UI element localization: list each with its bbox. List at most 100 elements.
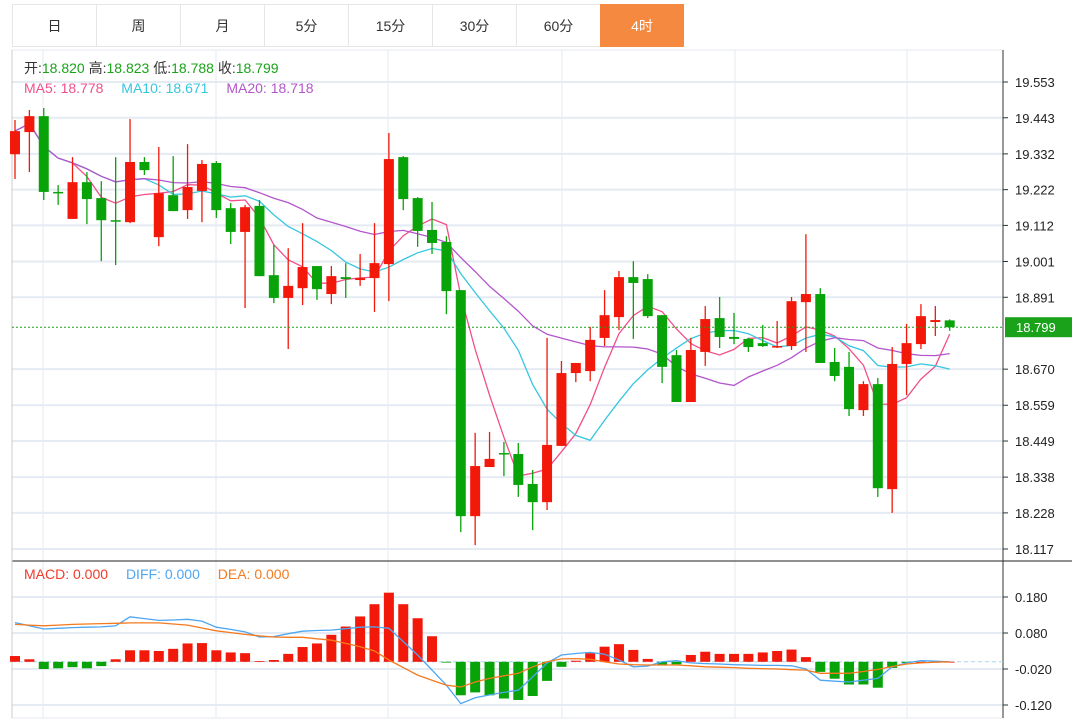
current-price-label: 18.799 (1016, 320, 1056, 335)
candle-body (800, 294, 811, 303)
candle-body (743, 338, 754, 348)
macd-bar (915, 661, 926, 663)
candle (24, 109, 35, 173)
macd-bar (657, 661, 668, 666)
candle (944, 319, 955, 331)
macd-bar (225, 652, 236, 662)
price-tick-label: 18.338 (1015, 470, 1055, 485)
candle (887, 347, 898, 513)
ohlc-header: 开:18.820 高:18.823 低:18.788 收:18.799 (24, 58, 279, 78)
candle-body (182, 187, 193, 211)
macd-bar (872, 661, 883, 688)
candle (326, 266, 337, 305)
macd-bar (513, 661, 524, 700)
candle (268, 244, 279, 304)
tab-week[interactable]: 周 (96, 4, 180, 47)
candle-body (254, 205, 265, 277)
price-tick-label: 19.553 (1015, 75, 1055, 90)
candle-body (642, 279, 653, 317)
candle-body (369, 263, 380, 279)
macd-tick-label: 0.180 (1015, 590, 1048, 605)
candle-body (901, 343, 912, 364)
price-tick-label: 18.891 (1015, 290, 1055, 305)
tab-15min[interactable]: 15分 (348, 4, 432, 47)
candle (844, 351, 855, 416)
macd-bar (311, 643, 322, 662)
candle-body (96, 198, 107, 221)
candle-body (915, 316, 926, 345)
macd-bar (96, 661, 107, 667)
macd-bar (542, 661, 553, 681)
candle-body (10, 131, 20, 155)
macd-bar (383, 592, 394, 662)
candle-body (67, 182, 78, 219)
candle-body (153, 193, 164, 238)
macd-bar (24, 659, 35, 662)
candle-body (326, 276, 337, 295)
candle (182, 144, 193, 219)
tab-30min[interactable]: 30分 (432, 4, 516, 47)
candle-body (383, 159, 394, 265)
macd-bar (829, 661, 840, 679)
macd-bar (470, 661, 481, 693)
candle-body (38, 116, 49, 192)
macd-bar (757, 652, 768, 662)
macd-bar (268, 660, 279, 662)
macd-bar (81, 661, 92, 669)
macd-bar (10, 656, 20, 662)
candle (125, 119, 136, 224)
close-value: 18.799 (235, 60, 279, 76)
macd-bar (355, 616, 366, 662)
candle (671, 349, 682, 402)
tab-day[interactable]: 日 (12, 4, 96, 47)
tab-month[interactable]: 月 (180, 4, 264, 47)
candle (168, 156, 179, 212)
candle-body (398, 157, 409, 200)
macd-bar (671, 661, 682, 665)
ma20-line (14, 122, 950, 387)
candle (110, 157, 121, 266)
candle (613, 270, 624, 331)
candle (729, 312, 739, 345)
candle-body (283, 285, 294, 298)
macd-bar (570, 660, 581, 662)
candle (240, 204, 251, 309)
candle-body (498, 453, 509, 455)
candle-body (225, 208, 236, 232)
candle-body (240, 207, 251, 232)
candle-body (887, 363, 898, 490)
candle (139, 157, 150, 176)
price-tick-label: 18.117 (1015, 542, 1054, 557)
candle-body (757, 343, 768, 347)
candle (38, 108, 49, 201)
candle-body (729, 336, 739, 339)
candle (930, 306, 941, 336)
macd-bar (340, 626, 351, 662)
candle (901, 323, 912, 396)
high-label: 高: (88, 60, 107, 76)
candle (800, 234, 811, 352)
macd-bar (139, 650, 150, 662)
candle-body (81, 182, 92, 200)
tab-5min[interactable]: 5分 (264, 4, 348, 47)
candle-body (858, 384, 869, 411)
candle-body (657, 315, 668, 367)
candle (283, 248, 294, 349)
candle (398, 156, 409, 211)
candle (743, 337, 754, 352)
tab-4hour[interactable]: 4时 (600, 4, 684, 47)
candle-body (556, 373, 567, 446)
candle-body (786, 301, 797, 347)
diff-line (14, 616, 950, 705)
candle-body (412, 198, 423, 231)
tab-60min[interactable]: 60分 (516, 4, 600, 47)
candle (53, 185, 64, 205)
candle (455, 290, 466, 533)
macd-bar (729, 653, 739, 662)
macd-bar (398, 604, 409, 662)
candle (685, 337, 696, 402)
macd-bar (613, 644, 624, 662)
candle-body (139, 161, 150, 171)
candle (211, 161, 222, 218)
